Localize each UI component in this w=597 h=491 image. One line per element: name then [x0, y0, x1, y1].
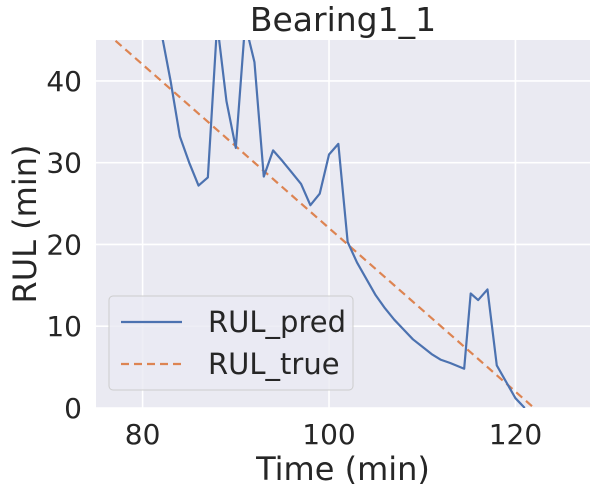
legend-box	[108, 295, 354, 391]
series-line-rul-pred	[161, 40, 526, 408]
legend-label-rul-true: RUL_true	[208, 347, 340, 381]
tick-labels: 80 100 120 0 10 20 30 40	[46, 65, 542, 451]
x-tick-label: 120	[489, 418, 542, 451]
series-line-rul-true	[112, 40, 535, 408]
y-tick-label: 30	[46, 147, 82, 180]
y-tick-label: 0	[64, 392, 82, 425]
grid	[96, 40, 590, 409]
y-axis-label: RUL (min)	[6, 145, 44, 304]
x-axis-label: Time (min)	[255, 450, 430, 488]
chart-title: Bearing1_1	[250, 0, 436, 39]
y-tick-label: 40	[46, 65, 82, 98]
x-tick-label: 80	[125, 418, 161, 451]
legend: RUL_pred RUL_true	[108, 295, 354, 391]
y-tick-label: 20	[46, 228, 82, 261]
y-tick-label: 10	[46, 310, 82, 343]
series-layer	[112, 40, 535, 408]
legend-label-rul-pred: RUL_pred	[208, 305, 346, 339]
x-tick-label: 100	[302, 418, 355, 451]
